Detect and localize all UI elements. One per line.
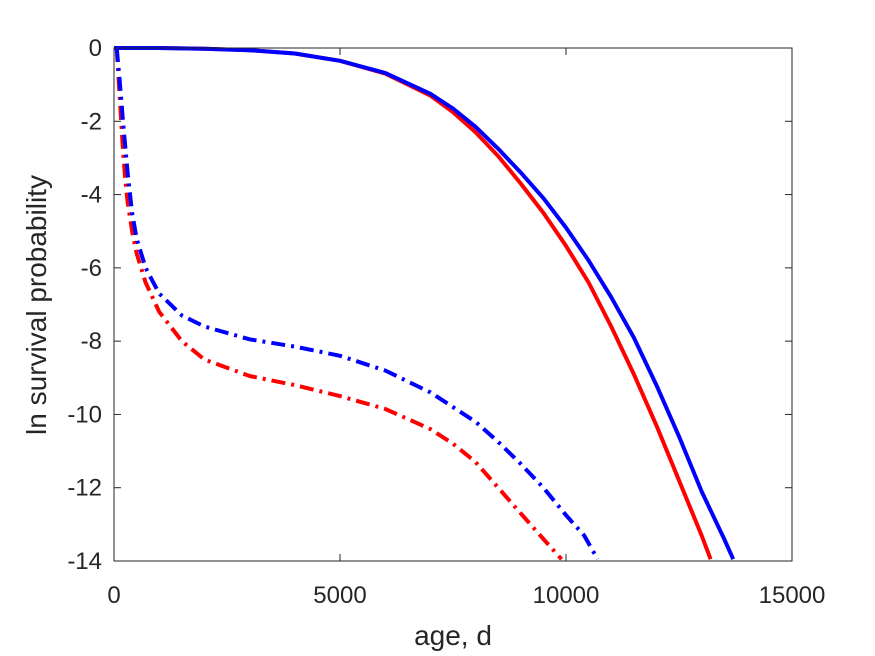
- series-line-2: [114, 46, 736, 561]
- y-tick-label: 0: [89, 35, 102, 62]
- y-tick-label: -12: [67, 475, 102, 502]
- y-tick-label: -4: [81, 182, 102, 209]
- tick-layer: 0 5000 10000 15000 0 -2 -4 -6 -8 -10 -12 -14: [67, 35, 825, 609]
- y-tick-label: -6: [81, 255, 102, 282]
- series-line-4: [114, 47, 600, 561]
- y-axis-label: ln survival probability: [21, 175, 52, 435]
- x-tick-label: 0: [107, 582, 120, 609]
- x-axis-label: age, d: [414, 620, 492, 651]
- y-tick-label: -2: [81, 108, 102, 135]
- y-tick-label: -14: [67, 548, 102, 575]
- x-tick-label: 10000: [533, 582, 600, 609]
- x-tick-label: 15000: [759, 582, 826, 609]
- plot-area: [114, 48, 792, 561]
- plot-frame: [113, 47, 793, 562]
- series-line-3: [114, 47, 563, 561]
- x-tick-label: 5000: [313, 582, 366, 609]
- y-tick-label: -10: [67, 401, 102, 428]
- y-tick-label: -8: [81, 328, 102, 355]
- series-layer: [114, 46, 736, 561]
